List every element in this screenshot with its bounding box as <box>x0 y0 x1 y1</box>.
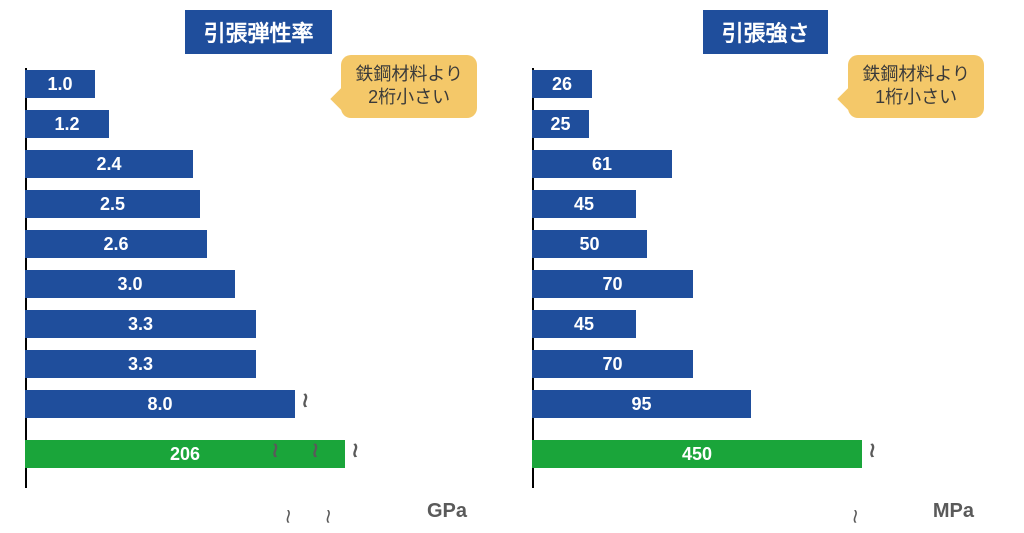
bar: 50 <box>532 230 647 258</box>
left-chart-panel: 引張弾性率 鉄鋼材料より 2桁小さい 1.0 1.2 2.4 2.5 2.6 3.0 3.3… <box>20 0 497 533</box>
bar-row: 45 <box>532 188 1004 220</box>
left-bars-area: 1.01.22.42.52.63.03.33.38.0≀206≀≀≀ GPa ≀… <box>20 68 497 533</box>
bar: 2.4 <box>25 150 193 178</box>
bar-value-label: 1.2 <box>54 114 79 135</box>
axis-break-icon: ≀ <box>864 438 876 464</box>
bar-value-label: 1.0 <box>47 74 72 95</box>
bar-value-label: 3.3 <box>128 354 153 375</box>
bar-row: 206 ≀ ≀ ≀ <box>25 438 497 470</box>
bar: 450≀ <box>532 440 862 468</box>
right-chart-title: 引張強さ <box>703 10 827 54</box>
bar-value-label: 3.0 <box>117 274 142 295</box>
bar-row: 50 <box>532 228 1004 260</box>
bar: 1.0 <box>25 70 95 98</box>
bar-value-label: 450 <box>682 444 712 465</box>
bar-value-label: 45 <box>574 194 594 215</box>
bar: 8.0≀ <box>25 390 295 418</box>
axis-break-icon: ≀ <box>281 504 293 530</box>
axis-break-icon: ≀ <box>267 438 279 464</box>
bar-value-label: 95 <box>631 394 651 415</box>
bar: 70 <box>532 270 693 298</box>
bar: 206≀≀≀ <box>25 440 345 468</box>
bar-value-label: 70 <box>602 274 622 295</box>
right-chart-panel: 引張強さ 鉄鋼材料より 1桁小さい 262561455070457095450≀… <box>527 0 1004 533</box>
bar-row: 3.3 <box>25 308 497 340</box>
bar: 2.6 <box>25 230 207 258</box>
bar-value-label: 206 <box>170 444 200 465</box>
bar: 26 <box>532 70 592 98</box>
bar: 95 <box>532 390 751 418</box>
bar-row: 70 <box>532 348 1004 380</box>
axis-break-icon: ≀ <box>307 438 319 464</box>
bar: 2.5 <box>25 190 200 218</box>
bar-value-label: 61 <box>592 154 612 175</box>
axis-break-icon: ≀ <box>297 388 309 414</box>
bar: 3.3 <box>25 350 256 378</box>
bar-row: 2.4 <box>25 148 497 180</box>
axis-break-icon: ≀ <box>848 504 860 530</box>
axis-break-icon: ≀ <box>347 438 359 464</box>
bar-value-label: 2.4 <box>96 154 121 175</box>
callout-line1: 鉄鋼材料より <box>355 64 463 84</box>
callout-line1: 鉄鋼材料より <box>862 64 970 84</box>
bar-row: 3.0 <box>25 268 497 300</box>
bar-row: 70 <box>532 268 1004 300</box>
chart-container: 引張弾性率 鉄鋼材料より 2桁小さい 1.0 1.2 2.4 2.5 2.6 3.0 3.3… <box>0 0 1024 533</box>
bar-row: 3.3 <box>25 348 497 380</box>
left-unit-label: GPa <box>427 500 467 523</box>
bar: 45 <box>532 310 636 338</box>
bar: 25 <box>532 110 589 138</box>
bar: 3.3 <box>25 310 256 338</box>
left-callout: 鉄鋼材料より 2桁小さい <box>341 55 477 118</box>
bar-row: 2.5 <box>25 188 497 220</box>
bar-row: 8.0 ≀ <box>25 388 497 420</box>
bar-value-label: 45 <box>574 314 594 335</box>
bar-value-label: 70 <box>602 354 622 375</box>
bar-row: 45 <box>532 308 1004 340</box>
left-chart-title: 引張弾性率 <box>185 10 331 54</box>
right-bars-area: 262561455070457095450≀ MPa ≀ <box>527 68 1004 533</box>
right-unit-label: MPa <box>933 500 974 523</box>
callout-line2: 2桁小さい <box>368 87 450 107</box>
bar-value-label: 50 <box>579 234 599 255</box>
bar-value-label: 2.6 <box>103 234 128 255</box>
bar-row: 2.6 <box>25 228 497 260</box>
bar-value-label: 26 <box>552 74 572 95</box>
bar-row: 95 <box>532 388 1004 420</box>
bar-value-label: 2.5 <box>100 194 125 215</box>
right-callout: 鉄鋼材料より 1桁小さい <box>848 55 984 118</box>
bar-value-label: 8.0 <box>147 394 172 415</box>
bar-value-label: 25 <box>550 114 570 135</box>
bar-row: 450 ≀ <box>532 438 1004 470</box>
bar-value-label: 3.3 <box>128 314 153 335</box>
callout-line2: 1桁小さい <box>875 87 957 107</box>
bar: 3.0 <box>25 270 235 298</box>
bar: 45 <box>532 190 636 218</box>
bar: 1.2 <box>25 110 109 138</box>
bar-row: 61 <box>532 148 1004 180</box>
axis-break-icon: ≀ <box>321 504 333 530</box>
bar: 70 <box>532 350 693 378</box>
bar: 61 <box>532 150 672 178</box>
